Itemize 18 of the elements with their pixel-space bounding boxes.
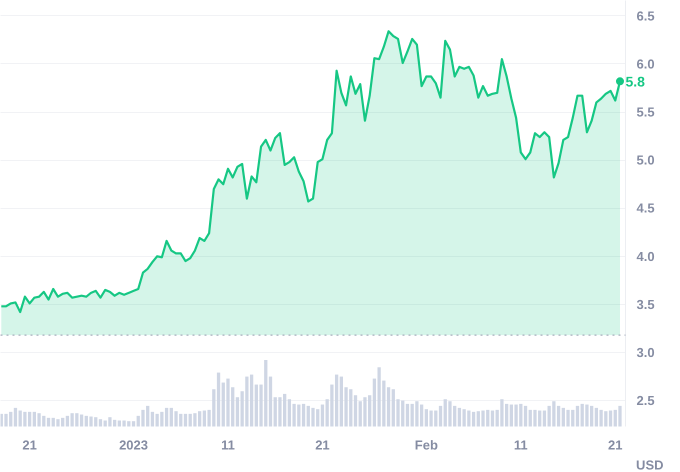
y-tick-label: 4.5 xyxy=(636,200,655,216)
y-tick-label: 3.0 xyxy=(636,344,655,360)
x-tick-label: 21 xyxy=(608,438,623,452)
x-tick-label: 21 xyxy=(315,438,330,452)
x-tick-label: Feb xyxy=(414,438,438,452)
y-tick-label: 2.5 xyxy=(636,393,655,408)
y-tick-label: 5.5 xyxy=(636,104,655,120)
y-tick-label: 4.0 xyxy=(636,248,655,264)
x-tick-label: 11 xyxy=(514,438,528,452)
y-tick-label: 6.5 xyxy=(636,8,655,24)
y-axis-title: USD xyxy=(636,458,664,472)
y-tick-label: 5.0 xyxy=(636,152,655,168)
y-tick-label: 6.0 xyxy=(636,56,655,72)
y-tick-label: 3.5 xyxy=(636,296,655,312)
x-tick-label: 2023 xyxy=(119,438,148,452)
annotation: 5.8 xyxy=(626,73,646,90)
x-tick-label: 21 xyxy=(22,438,37,452)
x-tick-label: 11 xyxy=(221,438,235,452)
